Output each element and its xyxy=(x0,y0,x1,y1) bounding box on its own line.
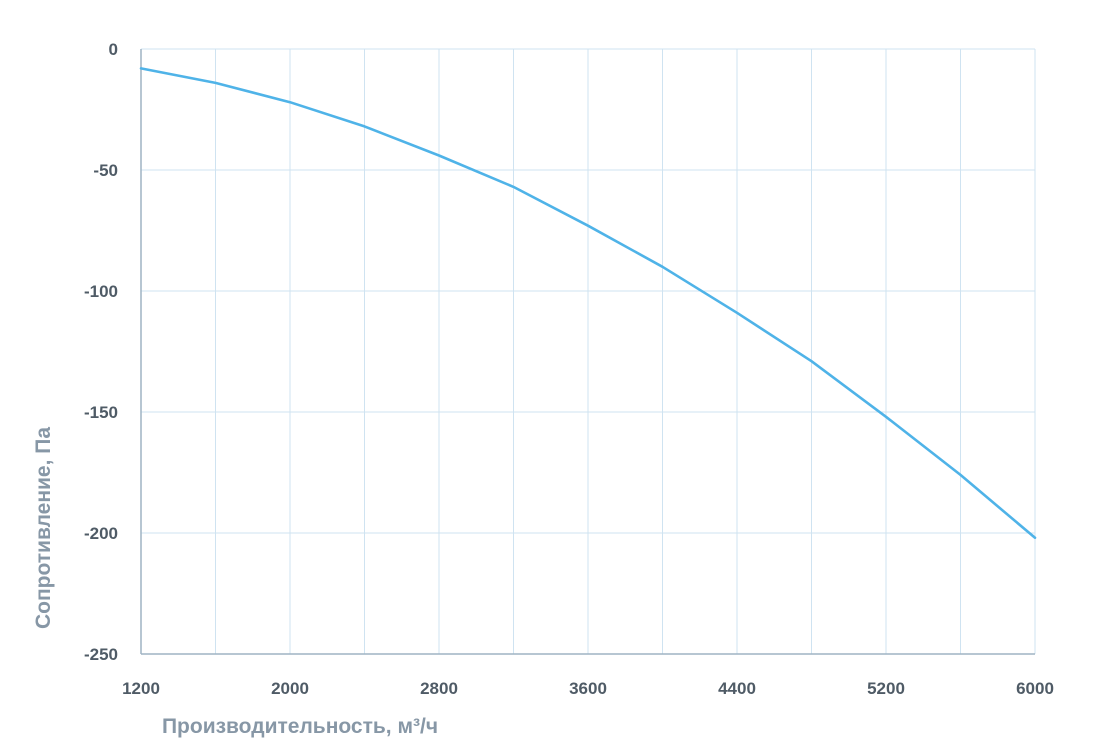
y-tick-label: -50 xyxy=(93,161,118,180)
x-tick-label: 3600 xyxy=(569,679,607,698)
x-tick-labels: 1200 2000 2800 3600 4400 5200 6000 xyxy=(122,679,1054,698)
x-tick-label: 2800 xyxy=(420,679,458,698)
series xyxy=(139,67,1037,540)
x-axis-title: Производительность, м³/ч xyxy=(162,715,438,738)
y-tick-label: -200 xyxy=(84,524,118,543)
y-tick-label: -100 xyxy=(84,282,118,301)
y-tick-label: -150 xyxy=(84,403,118,422)
y-axis-title: Сопротивление, Па xyxy=(32,427,55,629)
x-tick-label: 4400 xyxy=(718,679,756,698)
y-tick-label: 0 xyxy=(109,40,118,59)
series-line xyxy=(139,67,1037,540)
grid xyxy=(141,48,1036,654)
y-tick-label: -250 xyxy=(84,645,118,664)
axes xyxy=(140,49,1035,655)
x-tick-label: 5200 xyxy=(867,679,905,698)
y-tick-labels: 0 -50 -100 -150 -200 -250 xyxy=(84,40,118,664)
x-tick-label: 6000 xyxy=(1016,679,1054,698)
x-tick-label: 1200 xyxy=(122,679,160,698)
x-tick-label: 2000 xyxy=(271,679,309,698)
